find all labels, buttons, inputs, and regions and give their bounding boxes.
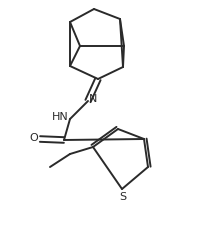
Text: O: O [29, 133, 38, 143]
Text: N: N [88, 94, 97, 104]
Text: S: S [119, 192, 126, 202]
Text: HN: HN [51, 112, 68, 122]
